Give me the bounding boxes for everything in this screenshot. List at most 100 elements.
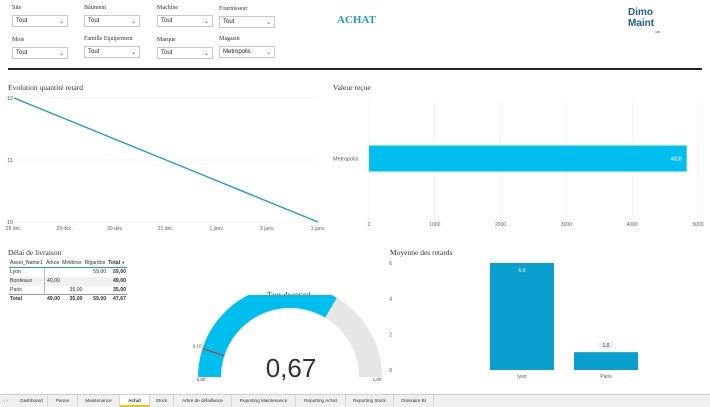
gauge-target-marker xyxy=(202,347,225,357)
evolution-chart-title: Evolution quantité retard xyxy=(8,83,83,92)
x-tick-label: 3000 xyxy=(561,222,572,228)
chevron-down-icon: ⌄ xyxy=(203,51,209,57)
filter-marque: Marque Tout ⌄ xyxy=(157,37,213,59)
dropdown-value: Tout xyxy=(88,18,100,24)
dropdown-value: Metropolis xyxy=(223,49,251,55)
table-header[interactable]: Minibros xyxy=(61,259,84,268)
tab-reporting-stock[interactable]: Reporting Stock xyxy=(346,395,394,407)
chevron-down-icon: ⌄ xyxy=(203,19,209,25)
table-cell: 59,00 xyxy=(93,269,107,276)
data-label-box xyxy=(515,266,529,274)
table-cell: 35,00 xyxy=(113,286,126,293)
x-tick-label: 29 déc. xyxy=(56,226,72,232)
filter-label: Machine xyxy=(157,5,178,11)
table-cell: 35,00 xyxy=(69,286,83,293)
table-cell: Lyon xyxy=(9,267,46,277)
x-tick-label: 1 janv. xyxy=(209,226,223,232)
filter-label: Bâtiment xyxy=(84,5,106,11)
tab-arbre-defaillance[interactable]: Arbre de défaillance xyxy=(174,395,232,407)
x-tick-label: 3 janv. xyxy=(311,226,325,232)
fournisseur-dropdown[interactable]: Tout ⌄ xyxy=(219,16,275,28)
batiment-dropdown[interactable]: Tout ⌄ xyxy=(84,15,140,27)
header-divider xyxy=(8,68,702,70)
marque-dropdown[interactable]: Tout ⌄ xyxy=(157,47,213,59)
table-cell: 49,00 xyxy=(107,276,127,286)
tab-maintenance[interactable]: Maintenance xyxy=(78,395,120,407)
y-tick-label: 2 xyxy=(389,332,392,338)
gauge-min-label: 0,00 xyxy=(197,377,206,382)
gauge-fill xyxy=(198,295,337,377)
dropdown-value: Tout xyxy=(16,18,28,24)
x-tick-label: 5000 xyxy=(692,222,703,228)
x-tick-label: 0 xyxy=(368,222,371,228)
table-header-total[interactable]: Total ▼ xyxy=(107,259,127,268)
logo-text: MB xyxy=(655,30,661,34)
tab-stock[interactable]: Stock xyxy=(150,395,174,407)
table-cell: 59,00 xyxy=(83,294,108,304)
logo-text: Dimo xyxy=(628,7,653,18)
dropdown-value: Tout xyxy=(161,50,173,56)
filter-label: Marque xyxy=(157,37,176,43)
table-cell: Paris xyxy=(9,285,46,295)
machine-dropdown[interactable]: Tout ⌄ xyxy=(157,15,213,27)
table-cell xyxy=(83,276,108,286)
moyenne-bar-chart: 6 4 2 0 6,0 1,0 lyon Paris xyxy=(389,261,638,380)
chevron-down-icon: ⌄ xyxy=(265,20,271,26)
table-cell: Total xyxy=(9,294,45,304)
category-label: lyon xyxy=(517,374,526,380)
evolution-line-chart: 12 11 10 28 déc. 29 déc. 30 déc. 31 déc. 1 jan… xyxy=(6,96,325,232)
table-row: Bordeaux 49,00 49,00 xyxy=(9,276,127,286)
magasin-dropdown[interactable]: Metropolis ⌄ xyxy=(219,46,275,58)
x-tick-label: 28 déc. xyxy=(6,226,22,232)
delai-livraison-table: Asset_Name1 Arkos Minibros Rigardos Tota… xyxy=(9,259,127,304)
data-label: 4828 xyxy=(671,157,682,163)
series-line xyxy=(13,97,319,223)
table-cell: 59,00 xyxy=(113,269,126,276)
y-tick-label: 6 xyxy=(389,261,392,267)
tab-glossaire-bi[interactable]: Glossaire BI xyxy=(394,395,434,407)
dropdown-value: Tout xyxy=(16,50,28,56)
tab-reporting-maintenance[interactable]: Reporting Maintenance xyxy=(232,395,296,407)
table-row: Lyon 59,00 59,00 xyxy=(9,267,127,277)
tab-dashboard[interactable]: Dashboard xyxy=(16,395,48,407)
table-header[interactable]: Arkos xyxy=(44,259,62,268)
table-cell xyxy=(45,268,61,277)
x-tick-label: 2 janv. xyxy=(260,226,274,232)
y-tick-label: 11 xyxy=(7,158,13,164)
x-tick-label: 4000 xyxy=(627,222,638,228)
x-tick-label: 2000 xyxy=(495,222,506,228)
site-dropdown[interactable]: Tout ⌄ xyxy=(12,15,68,27)
data-label-box xyxy=(599,341,613,349)
category-label: Paris xyxy=(600,374,612,380)
table-cell: 49,00 xyxy=(44,276,62,286)
filter-label: Magasin xyxy=(219,36,240,42)
table-header[interactable]: Rigardos xyxy=(83,259,108,268)
table-cell xyxy=(61,268,83,277)
famille-equipement-dropdown[interactable]: Tout ⌄ xyxy=(84,46,140,58)
filter-batiment: Bâtiment Tout ⌄ xyxy=(84,5,140,27)
filter-label: Site xyxy=(12,5,22,11)
tab-reporting-achat[interactable]: Reporting Achat xyxy=(296,395,346,407)
filter-fournisseur: Fournisseur Tout ⌄ xyxy=(219,6,275,28)
table-header-label: Total xyxy=(108,260,121,266)
tab-panne[interactable]: Panne xyxy=(48,395,78,407)
logo: Dimo Maint MB xyxy=(628,8,660,38)
taux-retard-gauge: 0,67 0,00 1,00 0,10 xyxy=(193,295,382,383)
dropdown-value: Tout xyxy=(88,49,100,55)
chevron-down-icon: ⌄ xyxy=(130,50,136,56)
page-tab-bar: ‹ › Dashboard Panne Maintenance Achat St… xyxy=(0,394,710,407)
tab-scroll-arrows-icon[interactable]: ‹ › xyxy=(3,398,8,404)
tab-achat[interactable]: Achat xyxy=(120,395,150,407)
filter-mois: Mois Tout ⌄ xyxy=(12,37,68,59)
dropdown-value: Tout xyxy=(223,19,235,25)
y-tick-label: 12 xyxy=(7,96,13,102)
y-tick-label: 10 xyxy=(7,220,13,226)
chevron-down-icon: ⌄ xyxy=(130,19,136,25)
y-tick-label: 0 xyxy=(389,368,392,374)
mois-dropdown[interactable]: Tout ⌄ xyxy=(12,47,68,59)
category-label: Metropolis xyxy=(333,157,359,163)
table-cell: 47,67 xyxy=(107,294,127,304)
table-header[interactable]: Asset_Name1 xyxy=(9,259,45,268)
x-tick-label: 31 déc. xyxy=(158,226,174,232)
table-cell: 35,00 xyxy=(61,294,84,304)
